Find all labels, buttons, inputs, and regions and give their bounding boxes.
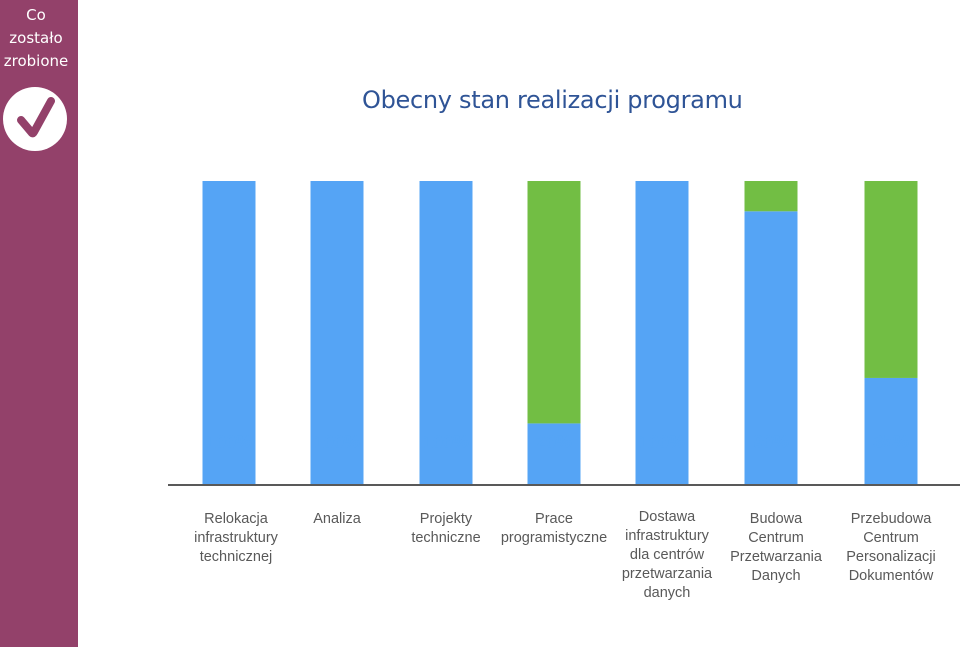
category-label: Relokacja infrastruktury technicznej [166,510,306,567]
category-label-line: danych [643,585,691,601]
data-label: 20% [536,432,572,452]
bar-done [527,423,581,484]
category-label: Projekty techniczne [376,510,516,548]
bar-remaining [527,181,581,424]
category-label: Analiza [267,510,407,529]
category-label: Budowa Centrum Przetwarzania Danych [706,510,846,586]
bar-done [744,211,798,485]
category-label-line: Centrum [863,530,919,546]
sidebar-title: Co zostało zrobione [0,4,72,73]
sidebar-title-line: zostało [9,29,63,47]
category-label-line: Prace [535,511,573,527]
category-label-line: Personalizacji [846,549,936,565]
category-label-line: Budowa [749,511,803,527]
category-label-line: technicznej [199,549,273,565]
data-label: 35% [873,432,909,452]
category-label-line: Przebudowa [850,511,932,527]
category-label-line: infrastruktury [194,530,278,546]
category-label-line: Relokacja [204,511,268,527]
bar-remaining [744,181,798,212]
category-label-line: Przetwarzania [730,549,822,565]
category-label-line: Dostawa [638,509,696,525]
check-circle-icon [3,87,67,151]
category-label: Przebudowa Centrum Personalizacji Dokumentó… [821,510,960,586]
sidebar-title-line: zrobione [3,52,69,70]
category-label-line: infrastruktury [625,528,709,544]
category-label-line: programistyczne [500,530,608,546]
category-label-line: Dokumentów [848,568,934,584]
bar-remaining [864,181,918,378]
data-label: 100% [639,432,685,452]
bar-done [310,181,364,484]
data-label: 100% [314,432,360,452]
data-label: 90% [753,432,789,452]
category-label: Dostawa infrastruktury dla centrów przetwar… [597,508,737,603]
category-label-line: dla centrów [629,547,705,563]
chart-title: Obecny stan realizacji programu [362,86,743,114]
data-label: 100% [206,432,252,452]
data-label: 100% [423,432,469,452]
bar-done [635,181,689,484]
category-label-line: Danych [751,568,801,584]
category-label-line: Centrum [748,530,804,546]
bar-done [419,181,473,484]
bar-done [202,181,256,484]
sidebar-title-line: Co [26,6,46,24]
sidebar: Co zostało zrobione [0,0,78,647]
category-label-line: Projekty [419,511,473,527]
category-label-line: techniczne [411,530,481,546]
category-label: Prace programistyczne [484,510,624,548]
bar-done [864,377,918,484]
category-label-line: przetwarzania [621,566,713,582]
category-label-line: Analiza [313,511,361,527]
